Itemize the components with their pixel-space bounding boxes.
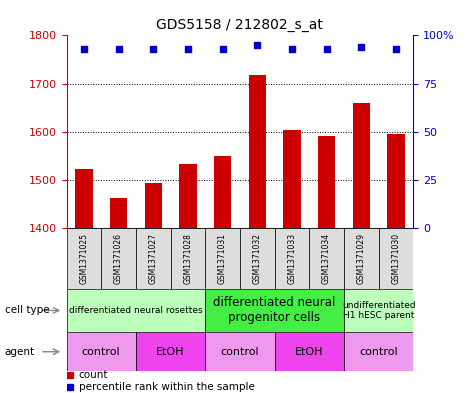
FancyBboxPatch shape <box>205 332 275 371</box>
FancyBboxPatch shape <box>205 228 240 289</box>
Text: GSM1371031: GSM1371031 <box>218 233 227 284</box>
Point <box>358 44 365 50</box>
Point <box>184 46 192 52</box>
Point <box>115 46 123 52</box>
Point <box>149 46 157 52</box>
FancyBboxPatch shape <box>205 289 344 332</box>
Text: count: count <box>79 370 108 380</box>
Text: control: control <box>82 347 121 357</box>
FancyBboxPatch shape <box>344 228 379 289</box>
Text: GSM1371032: GSM1371032 <box>253 233 262 284</box>
Text: GSM1371030: GSM1371030 <box>391 233 400 284</box>
FancyBboxPatch shape <box>171 228 205 289</box>
Text: GSM1371033: GSM1371033 <box>287 233 296 284</box>
FancyBboxPatch shape <box>101 228 136 289</box>
Bar <box>110 198 127 228</box>
Point <box>323 46 331 52</box>
Text: differentiated neural
progenitor cells: differentiated neural progenitor cells <box>213 296 336 325</box>
Text: GSM1371027: GSM1371027 <box>149 233 158 284</box>
Text: GSM1371025: GSM1371025 <box>79 233 88 284</box>
Point <box>392 46 400 52</box>
Text: undifferentiated
H1 hESC parent: undifferentiated H1 hESC parent <box>342 301 415 320</box>
FancyBboxPatch shape <box>136 228 171 289</box>
Bar <box>248 75 266 228</box>
Text: EtOH: EtOH <box>295 347 323 357</box>
Text: control: control <box>220 347 259 357</box>
Bar <box>387 134 405 228</box>
Bar <box>318 136 335 228</box>
FancyBboxPatch shape <box>240 228 275 289</box>
Point <box>254 42 261 48</box>
Text: agent: agent <box>5 347 35 357</box>
Title: GDS5158 / 212802_s_at: GDS5158 / 212802_s_at <box>156 18 323 31</box>
Bar <box>144 183 162 228</box>
Text: GSM1371026: GSM1371026 <box>114 233 123 284</box>
Bar <box>179 164 197 228</box>
Text: GSM1371034: GSM1371034 <box>322 233 331 284</box>
Point <box>288 46 295 52</box>
FancyBboxPatch shape <box>344 332 413 371</box>
Bar <box>214 156 231 228</box>
Point <box>80 46 88 52</box>
FancyBboxPatch shape <box>66 289 205 332</box>
FancyBboxPatch shape <box>66 332 136 371</box>
Bar <box>75 169 93 228</box>
FancyBboxPatch shape <box>309 228 344 289</box>
FancyBboxPatch shape <box>66 228 101 289</box>
FancyBboxPatch shape <box>275 332 344 371</box>
Bar <box>352 103 370 228</box>
Text: GSM1371028: GSM1371028 <box>183 233 192 284</box>
FancyBboxPatch shape <box>136 332 205 371</box>
Bar <box>283 130 301 228</box>
Text: percentile rank within the sample: percentile rank within the sample <box>79 382 255 392</box>
Text: GSM1371029: GSM1371029 <box>357 233 366 284</box>
Text: EtOH: EtOH <box>156 347 185 357</box>
FancyBboxPatch shape <box>344 289 413 332</box>
FancyBboxPatch shape <box>275 228 309 289</box>
Text: control: control <box>359 347 398 357</box>
Point <box>218 46 227 52</box>
FancyBboxPatch shape <box>379 228 413 289</box>
Text: cell type: cell type <box>5 305 49 316</box>
Text: differentiated neural rosettes: differentiated neural rosettes <box>69 306 203 315</box>
